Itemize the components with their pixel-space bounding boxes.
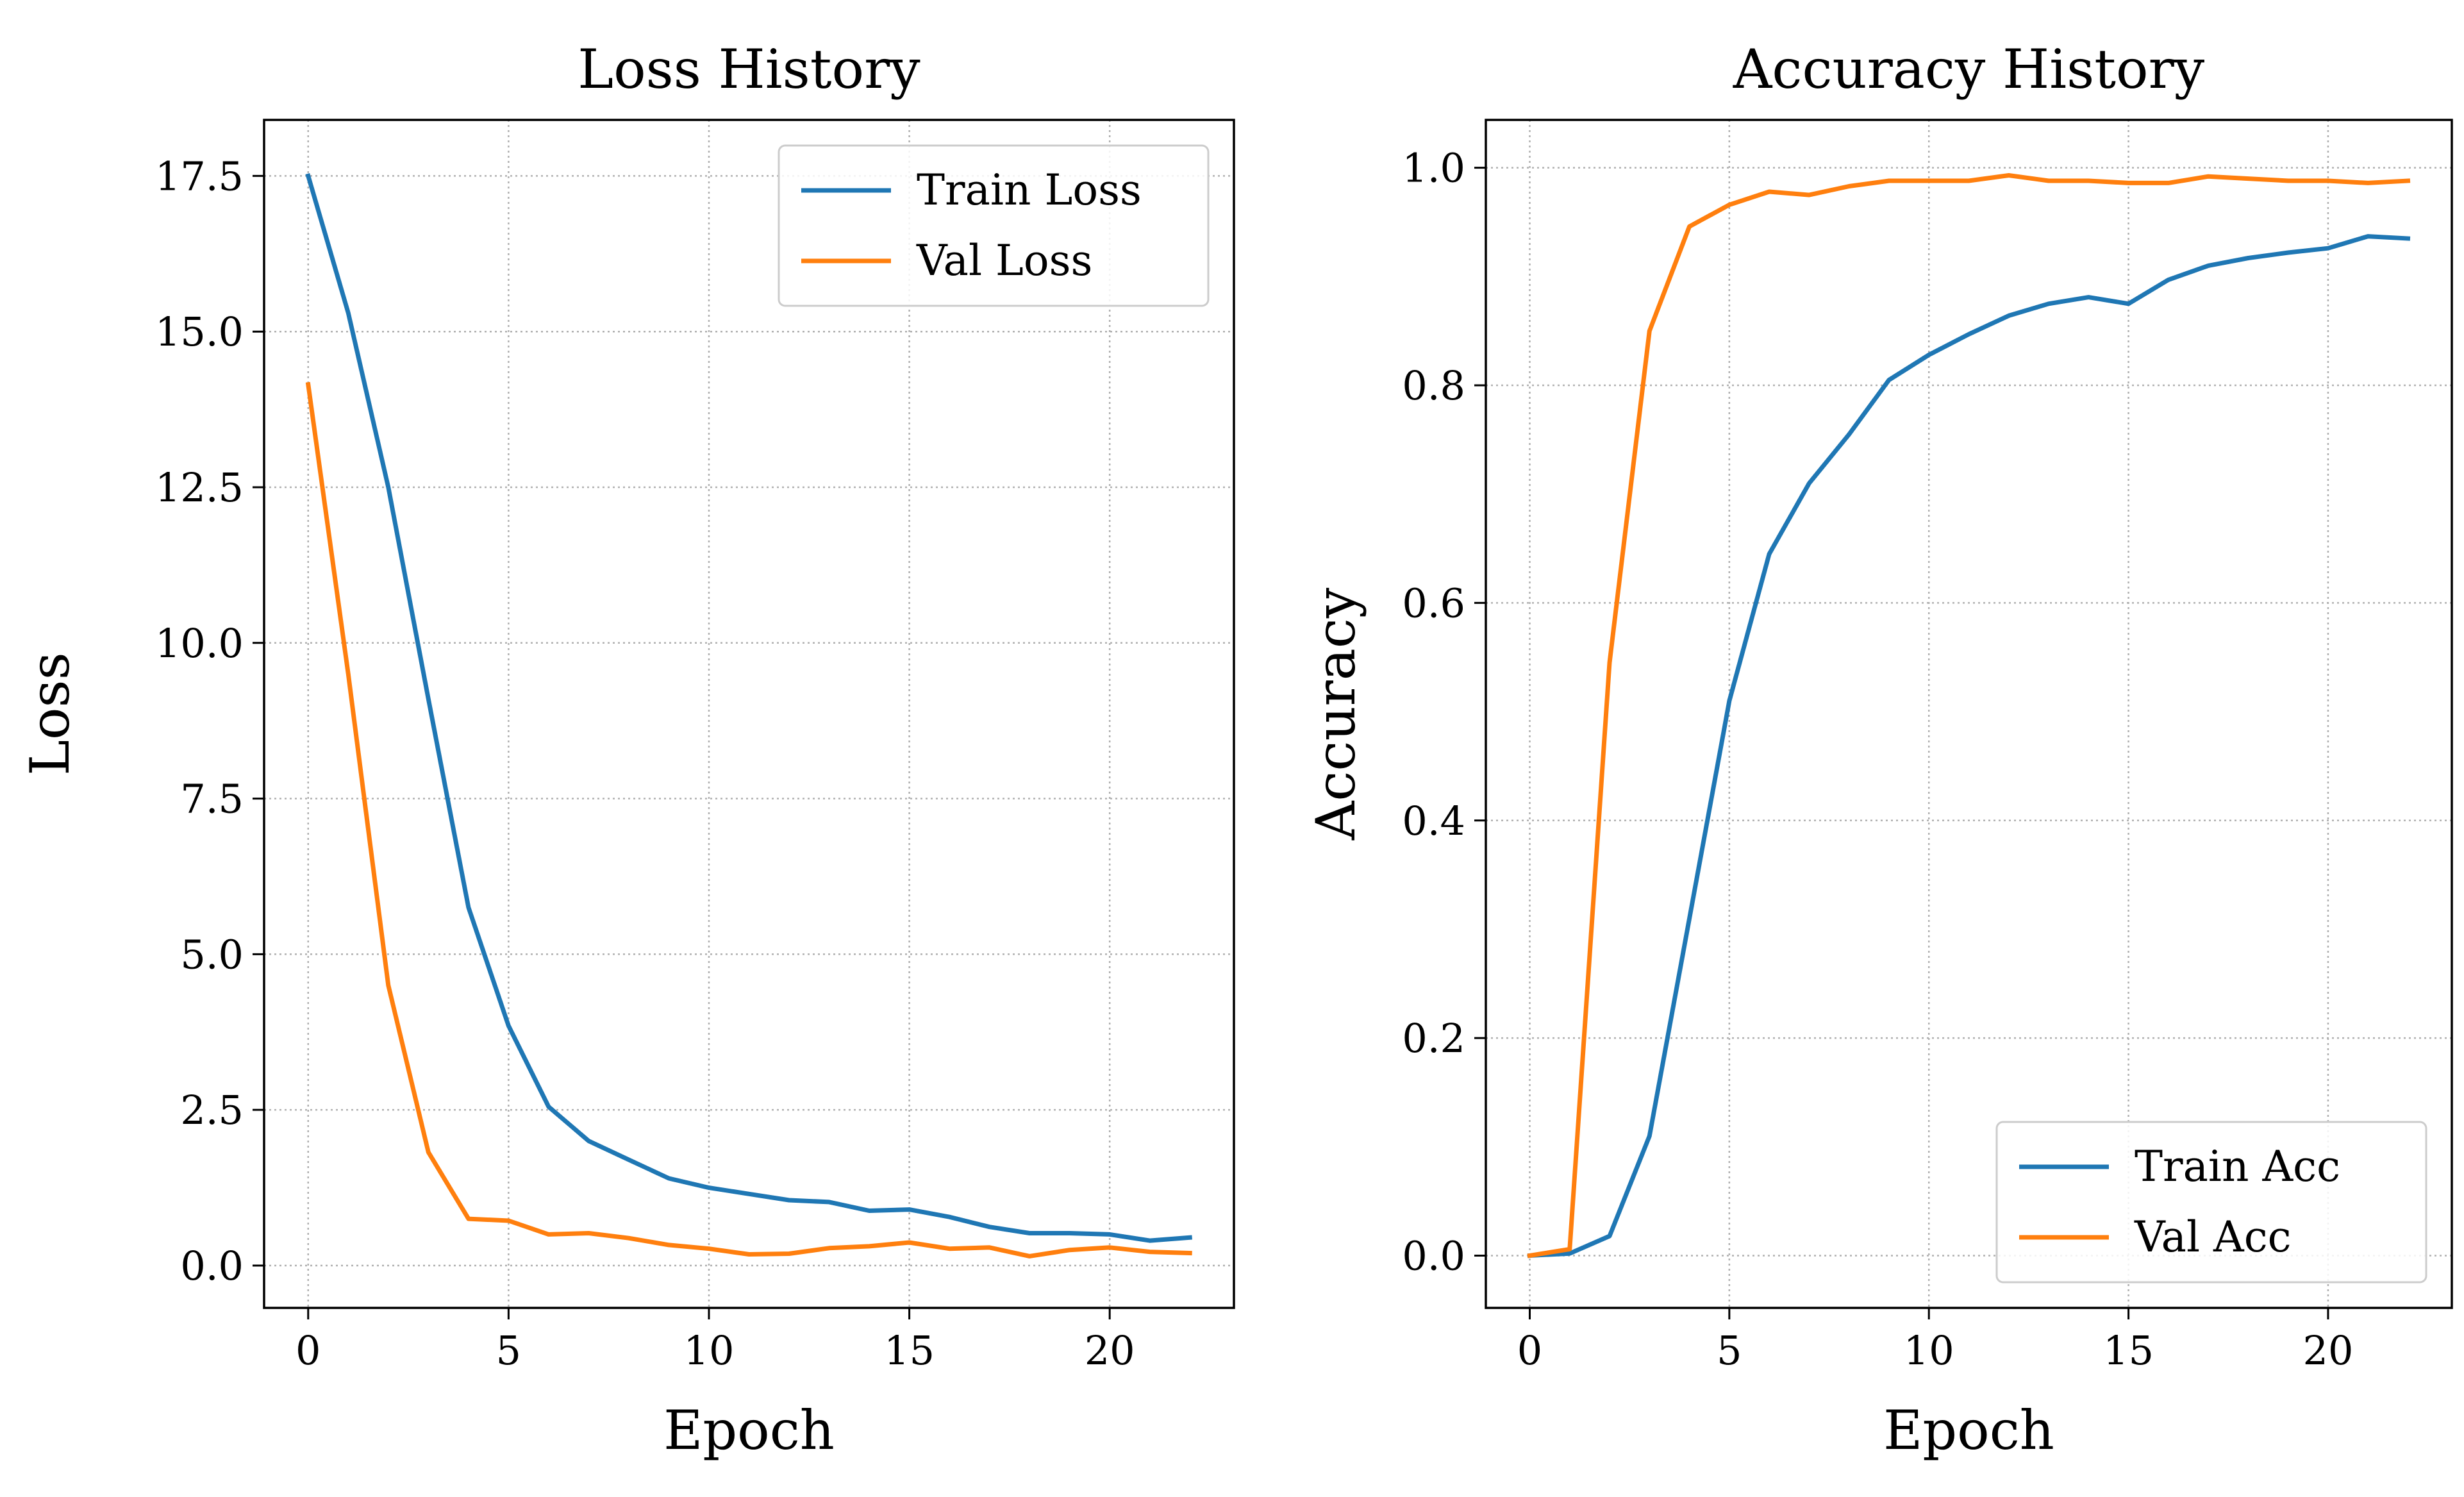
x-tick-label: 20	[2303, 1327, 2354, 1374]
plot-frame	[263, 119, 1235, 1309]
series-line-train-acc	[1527, 234, 2411, 1259]
x-tick-label: 15	[2103, 1327, 2154, 1374]
series-line-val-loss	[305, 381, 1192, 1259]
y-axis-label: Loss	[19, 652, 81, 776]
y-tick-label: 15.0	[155, 308, 244, 355]
chart-title: Loss History	[578, 38, 920, 101]
y-tick-label: 0.8	[1402, 362, 1465, 409]
y-axis-label: Accuracy	[1304, 587, 1367, 840]
y-tick-label: 7.5	[180, 776, 244, 823]
loss-history-chart: 0 5 10 15 20 0.0 2.5 5.0 7.5 10.0 12.5 15.0 17.5 Loss…	[19, 38, 1235, 1462]
legend-label: Train Acc	[2135, 1142, 2340, 1191]
y-tick-label: 10.0	[155, 620, 244, 667]
x-tick-label: 0	[296, 1327, 320, 1374]
series-line-val-acc	[1527, 173, 2411, 1259]
legend-label: Val Loss	[916, 236, 1092, 285]
y-tick-label: 12.5	[155, 464, 244, 511]
legend: Train Loss Val Loss	[778, 144, 1210, 307]
y-tick-label: 0.2	[1402, 1015, 1465, 1062]
y-tick-label: 0.4	[1402, 798, 1465, 844]
legend-box	[778, 144, 1210, 307]
x-tick-label: 15	[884, 1327, 935, 1374]
legend-label: Val Acc	[2134, 1212, 2292, 1262]
y-tick-label: 0.0	[180, 1242, 244, 1289]
y-tick-label: 0.0	[1402, 1233, 1465, 1280]
y-tick-label: 2.5	[180, 1087, 244, 1133]
x-axis-label: Epoch	[1883, 1399, 2054, 1462]
accuracy-history-chart: 0 5 10 15 20 0.0 0.2 0.4 0.6 0.8 1.0 Accuracy Histo…	[1304, 38, 2453, 1462]
y-tick-label: 0.6	[1402, 580, 1465, 626]
x-tick-label: 0	[1517, 1327, 1542, 1374]
y-tick-label: 1.0	[1402, 145, 1465, 192]
legend-box	[1995, 1121, 2427, 1284]
legend: Train Acc Val Acc	[1995, 1121, 2427, 1284]
legend-label: Train Loss	[917, 165, 1142, 215]
chart-title: Accuracy History	[1733, 38, 2205, 101]
x-tick-label: 20	[1085, 1327, 1135, 1374]
x-tick-label: 10	[1904, 1327, 1954, 1374]
plot-frame	[1485, 119, 2453, 1309]
y-tick-label: 17.5	[155, 153, 244, 199]
x-tick-label: 10	[684, 1327, 735, 1374]
x-tick-label: 5	[496, 1327, 521, 1374]
y-tick-label: 5.0	[180, 931, 244, 978]
x-tick-label: 5	[1717, 1327, 1742, 1374]
series-line-train-loss	[305, 173, 1192, 1243]
x-axis-label: Epoch	[663, 1399, 835, 1462]
